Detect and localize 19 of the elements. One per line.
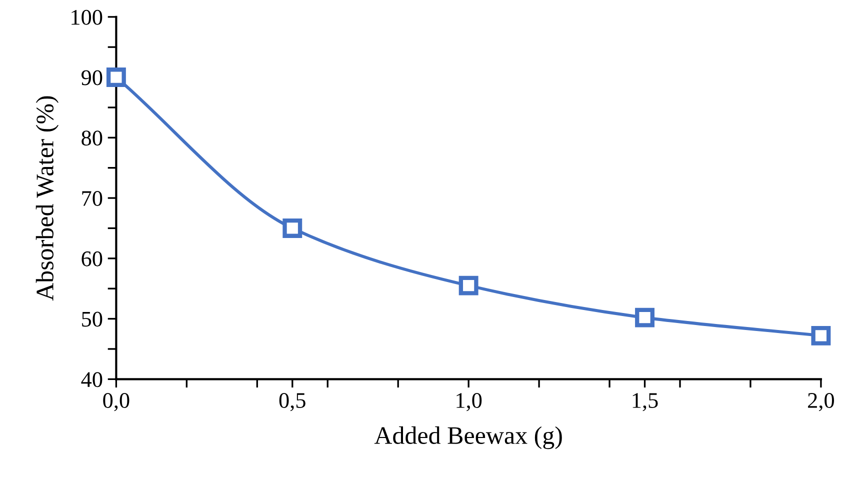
y-tick-label: 90 xyxy=(81,70,102,86)
point xyxy=(106,68,126,88)
x-tick-label: 2,0 xyxy=(808,392,834,412)
y-tick-label: 100 xyxy=(72,10,102,25)
y-axis-title: Absorbed Water (%) xyxy=(36,96,59,301)
point xyxy=(458,276,478,296)
point xyxy=(811,326,831,346)
x-tick-label: 1,0 xyxy=(456,392,482,412)
x-axis-title: Added Beewax (g) xyxy=(374,426,562,450)
point xyxy=(635,308,654,328)
x-tick-label: 1,5 xyxy=(632,393,658,412)
y-tick-label: 70 xyxy=(82,190,102,206)
y-tick-label: 40 xyxy=(81,372,102,388)
y-tick-label: 60 xyxy=(82,251,102,266)
y-tick-label: 80 xyxy=(82,130,102,146)
x-tick-label: 0,0 xyxy=(103,392,130,412)
y-tick-label: 50 xyxy=(82,312,102,327)
x-tick-label: 0,5 xyxy=(279,392,306,412)
point xyxy=(282,218,302,238)
